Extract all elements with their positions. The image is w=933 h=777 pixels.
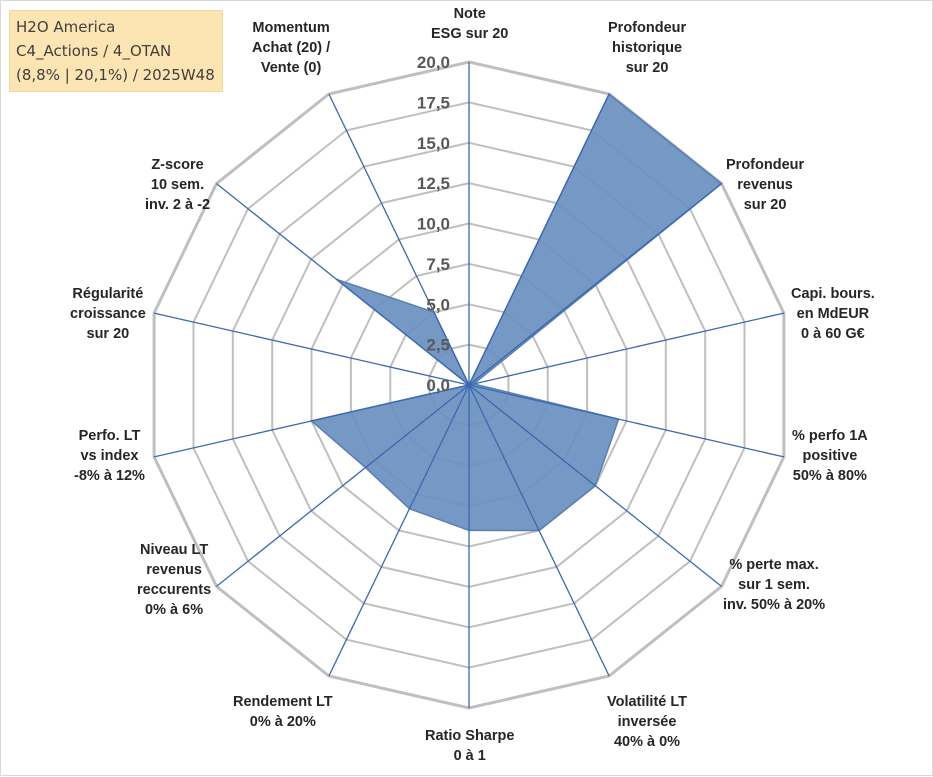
axis-label-line: Vente (0) [252, 58, 330, 78]
axis-label-line: 40% à 0% [607, 732, 687, 752]
axis-label-line: inversée [607, 712, 687, 732]
axis-label-line: sur 20 [608, 58, 686, 78]
axis-label-line: croissance [70, 304, 146, 324]
axis-label-line: historique [608, 38, 686, 58]
axis-label-line: Momentum [252, 18, 330, 38]
tick-label: 5,0 [426, 295, 450, 314]
axis-label-line: 0% à 6% [137, 600, 211, 620]
tick-label: 20,0 [417, 53, 450, 72]
axis-label-line: Volatilité LT [607, 692, 687, 712]
axis-label-line: 10 sem. [145, 175, 210, 195]
axis-label-line: Rendement LT [233, 692, 333, 712]
axis-label-line: % perfo 1A [792, 426, 868, 446]
axis-label-line: Note [431, 4, 508, 24]
axis-label: % perte max.sur 1 sem.inv. 50% à 20% [723, 555, 825, 615]
axis-label-line: Niveau LT [137, 540, 211, 560]
axis-label-line: revenus [137, 560, 211, 580]
axis-label-line: sur 1 sem. [723, 575, 825, 595]
axis-label-line: Z-score [145, 155, 210, 175]
tick-label: 15,0 [417, 134, 450, 153]
axis-label-line: 50% à 80% [792, 466, 868, 486]
axis-label-line: Achat (20) / [252, 38, 330, 58]
axis-label-line: vs index [74, 446, 145, 466]
axis-label-line: Régularité [70, 284, 146, 304]
axis-label-line: en MdEUR [791, 304, 875, 324]
tick-label: 0,0 [426, 376, 450, 395]
axis-label-line: Profondeur [608, 18, 686, 38]
tick-label: 7,5 [426, 255, 450, 274]
tick-label: 12,5 [417, 174, 450, 193]
axis-label-line: 0 à 60 G€ [791, 324, 875, 344]
title-line-1: H2O America [16, 15, 222, 39]
axis-label-line: -8% à 12% [74, 466, 145, 486]
axis-label-line: Ratio Sharpe [425, 726, 514, 746]
title-line-2: C4_Actions / 4_OTAN [16, 39, 222, 63]
axis-label-line: reccurents [137, 580, 211, 600]
tick-label: 10,0 [417, 215, 450, 234]
axis-label-line: 0% à 20% [233, 712, 333, 732]
axis-label-line: ESG sur 20 [431, 24, 508, 44]
axis-label-line: sur 20 [726, 195, 804, 215]
tick-label: 17,5 [417, 93, 450, 112]
axis-label-line: inv. 2 à -2 [145, 195, 210, 215]
title-line-3: (8,8% | 20,1%) / 2025W48 [16, 63, 222, 87]
axis-label-line: Profondeur [726, 155, 804, 175]
axis-label-line: inv. 50% à 20% [723, 595, 825, 615]
axis-label-line: Capi. bours. [791, 284, 875, 304]
axis-label-line: sur 20 [70, 324, 146, 344]
axis-label-line: positive [792, 446, 868, 466]
tick-label: 2,5 [426, 336, 450, 355]
chart-title-box: H2O America C4_Actions / 4_OTAN (8,8% | … [9, 10, 223, 92]
axis-label-line: revenus [726, 175, 804, 195]
axis-label-line: 0 à 1 [425, 746, 514, 766]
axis-label-line: % perte max. [723, 555, 825, 575]
axis-label-line: Perfo. LT [74, 426, 145, 446]
